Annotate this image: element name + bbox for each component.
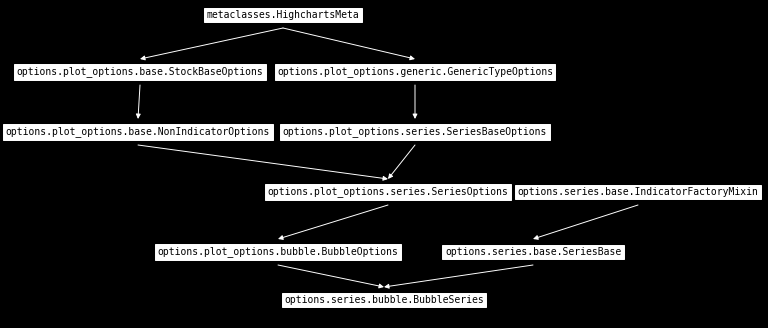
Text: metaclasses.HighchartsMeta: metaclasses.HighchartsMeta xyxy=(207,10,359,20)
Text: options.plot_options.series.SeriesOptions: options.plot_options.series.SeriesOption… xyxy=(267,187,508,197)
Text: options.series.bubble.BubbleSeries: options.series.bubble.BubbleSeries xyxy=(284,295,484,305)
Text: options.plot_options.generic.GenericTypeOptions: options.plot_options.generic.GenericType… xyxy=(277,67,553,77)
Text: options.plot_options.series.SeriesBaseOptions: options.plot_options.series.SeriesBaseOp… xyxy=(283,127,547,137)
Text: options.series.base.IndicatorFactoryMixin: options.series.base.IndicatorFactoryMixi… xyxy=(518,187,759,197)
Text: options.plot_options.base.NonIndicatorOptions: options.plot_options.base.NonIndicatorOp… xyxy=(6,127,270,137)
Text: options.plot_options.base.StockBaseOptions: options.plot_options.base.StockBaseOptio… xyxy=(17,67,263,77)
Text: options.plot_options.bubble.BubbleOptions: options.plot_options.bubble.BubbleOption… xyxy=(157,247,399,257)
Text: options.series.base.SeriesBase: options.series.base.SeriesBase xyxy=(445,247,621,257)
